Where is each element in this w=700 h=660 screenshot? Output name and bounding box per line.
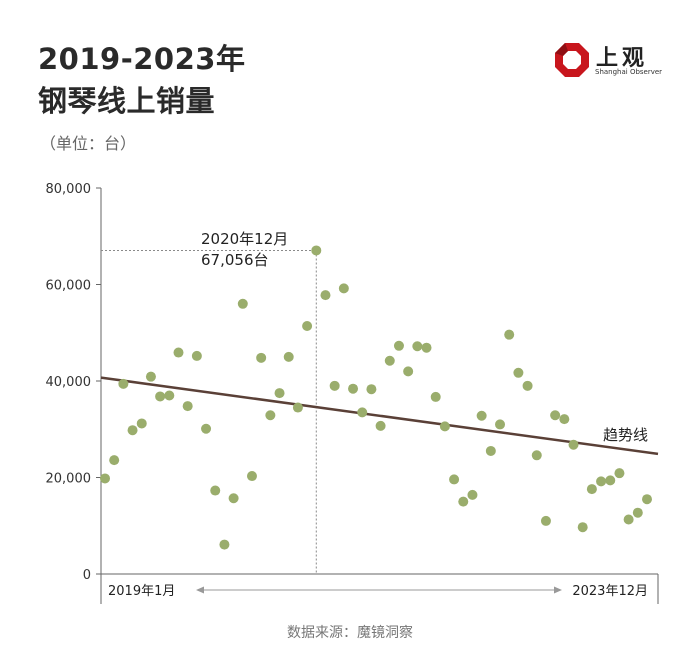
data-point [109, 455, 120, 466]
x-end-label: 2023年12月 [572, 584, 648, 599]
scatter-chart: 0 20,000 40,000 60,000 80,000 趋势线 2020年12月 67,0… [46, 182, 659, 604]
data-point [623, 514, 634, 525]
data-point [439, 421, 450, 432]
data-point [191, 350, 202, 361]
data-point [100, 473, 110, 484]
logo-subtitle: Shanghai Observer [595, 68, 663, 76]
unit-label: （单位：台） [40, 134, 137, 153]
data-point [274, 388, 285, 399]
x-range-arrow-left-icon [196, 586, 204, 594]
data-point [201, 423, 212, 434]
data-point [384, 355, 395, 366]
y-tick-label: 0 [83, 568, 91, 583]
data-point [219, 539, 230, 550]
data-point [540, 515, 551, 526]
x-start-label: 2019年1月 [108, 584, 175, 599]
data-point [136, 418, 147, 429]
x-range-arrow-right-icon [554, 586, 562, 594]
data-point [164, 390, 175, 401]
annotation-value-label: 67,056台 [201, 251, 269, 269]
title-line-1: 2019-2023年 [38, 42, 246, 76]
data-point [430, 391, 441, 402]
data-point [412, 341, 423, 352]
data-point [403, 366, 414, 377]
data-point [393, 340, 404, 351]
data-point [449, 474, 460, 485]
data-point [605, 475, 616, 486]
data-point [366, 384, 377, 395]
data-point [155, 391, 166, 402]
data-point [375, 420, 386, 431]
data-point [210, 485, 221, 496]
data-point [568, 439, 579, 450]
data-point [586, 484, 597, 495]
title-line-2: 钢琴线上销量 [38, 84, 216, 118]
data-point [320, 290, 331, 301]
chart-title: 2019-2023年 钢琴线上销量 [38, 38, 245, 122]
data-point [228, 493, 239, 504]
data-point [522, 380, 533, 391]
data-point [348, 383, 359, 394]
trend-line-label: 趋势线 [603, 426, 648, 444]
data-point [577, 522, 588, 533]
data-point [329, 380, 340, 391]
data-point [182, 401, 193, 412]
data-point [596, 476, 607, 487]
data-point [513, 367, 524, 378]
data-point [311, 245, 322, 256]
data-point [145, 371, 156, 382]
data-point [421, 342, 432, 353]
data-point [292, 402, 303, 413]
data-point [550, 410, 561, 421]
data-point [632, 507, 643, 518]
logo-octagon-icon [555, 43, 589, 77]
y-tick-label: 60,000 [46, 279, 92, 294]
data-point [485, 445, 496, 456]
y-tick-label: 80,000 [46, 182, 92, 197]
data-point [642, 494, 652, 505]
data-point [283, 351, 294, 362]
data-point [531, 450, 542, 461]
data-point [559, 414, 570, 425]
annotation-date-label: 2020年12月 [201, 230, 288, 248]
data-point [504, 329, 515, 340]
y-tick-label: 40,000 [46, 375, 92, 390]
data-point [246, 471, 257, 482]
logo-name: 上观 [596, 46, 649, 71]
data-point [495, 419, 506, 430]
y-tick-label: 20,000 [46, 472, 92, 487]
data-point [357, 407, 368, 418]
data-source: 数据来源：魔镜洞察 [287, 625, 413, 641]
data-point [265, 410, 276, 421]
data-point [237, 298, 248, 309]
data-point [302, 320, 313, 331]
data-point [467, 489, 478, 500]
data-point [173, 347, 184, 358]
data-point [118, 378, 129, 389]
data-point [127, 425, 138, 436]
data-point [458, 496, 469, 507]
data-point [338, 283, 349, 294]
data-point [476, 410, 487, 421]
data-point [256, 352, 267, 363]
shanghai-observer-logo: 上观 Shanghai Observer [554, 40, 674, 80]
trend-line [100, 376, 659, 456]
data-point [614, 468, 625, 479]
